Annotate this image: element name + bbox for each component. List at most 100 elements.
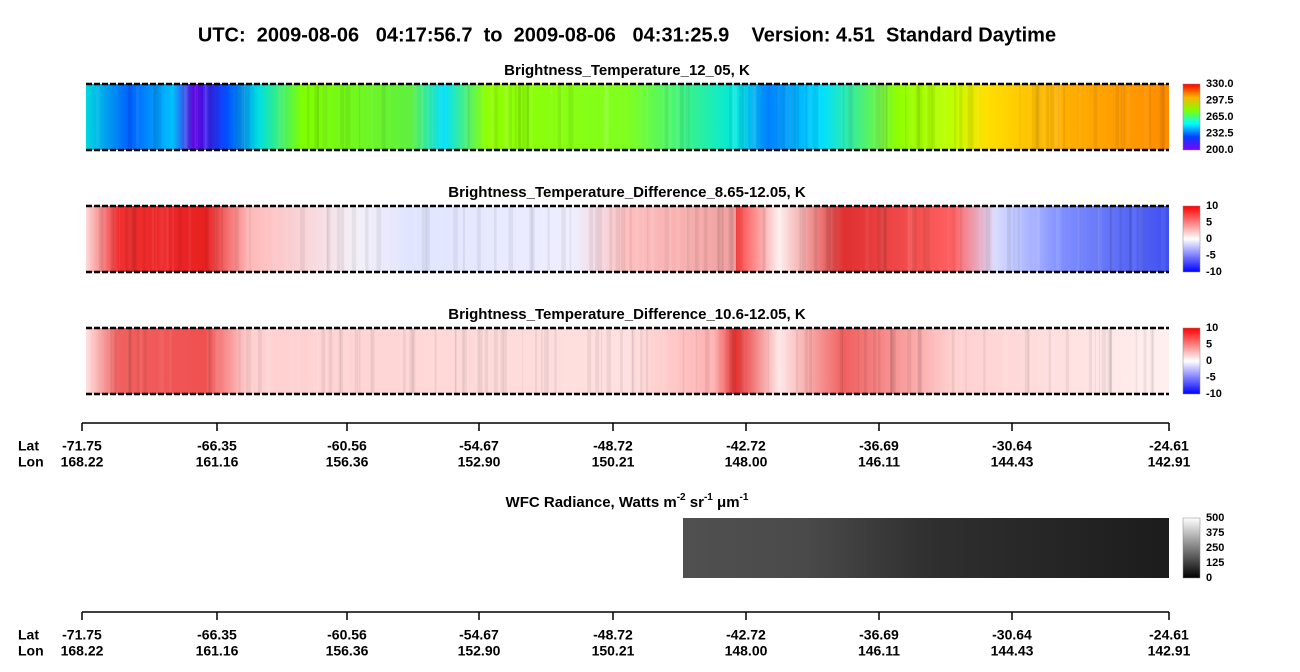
streak	[991, 206, 996, 272]
streak	[521, 84, 526, 150]
streak	[670, 206, 673, 272]
streak	[546, 328, 549, 394]
streak	[809, 328, 812, 394]
streak	[1053, 328, 1058, 394]
streak	[642, 206, 644, 272]
streak	[510, 206, 512, 272]
streak	[629, 206, 633, 272]
streak	[664, 206, 669, 272]
streak	[297, 328, 300, 394]
streak	[1037, 206, 1041, 272]
streak	[128, 328, 132, 394]
streak	[662, 328, 667, 394]
streak	[884, 84, 887, 150]
lat-tick-label: -36.69	[859, 627, 899, 643]
lon-tick-label: 168.22	[61, 643, 104, 659]
streak	[1159, 84, 1165, 150]
streak	[171, 206, 175, 272]
streak	[947, 206, 950, 272]
streak	[733, 84, 737, 150]
streak	[595, 206, 599, 272]
streak	[214, 206, 217, 272]
streak	[970, 84, 974, 150]
streak	[1109, 328, 1113, 394]
streak	[355, 206, 357, 272]
streak	[636, 328, 641, 394]
streak	[365, 206, 369, 272]
streak	[684, 206, 686, 272]
streak	[1046, 84, 1049, 150]
streak	[324, 328, 329, 394]
streak	[877, 206, 883, 272]
streak	[789, 328, 792, 394]
panel-title: Brightness_Temperature_12_05, K	[504, 62, 750, 79]
title-part: -1	[704, 492, 713, 503]
streak	[1150, 328, 1154, 394]
streak	[1056, 84, 1062, 150]
streak	[1093, 84, 1098, 150]
streak	[875, 84, 880, 150]
colorbar-label: 5	[1206, 338, 1212, 350]
colorbar-label: -5	[1206, 249, 1216, 261]
lat-tick-label: -42.72	[726, 627, 766, 643]
streak	[400, 328, 404, 394]
streak	[739, 328, 744, 394]
streak	[514, 84, 517, 150]
wfc-title: WFC Radiance, Watts m-2 sr-1 μm-1	[506, 492, 749, 511]
streak	[620, 328, 624, 394]
streak	[326, 206, 329, 272]
streak	[461, 328, 465, 394]
streak	[327, 206, 331, 272]
streak	[433, 84, 435, 150]
streak	[127, 328, 129, 394]
streak	[620, 206, 624, 272]
streak	[521, 328, 523, 394]
colorbar-label: 0	[1206, 355, 1212, 367]
streak	[918, 328, 922, 394]
streak	[628, 328, 631, 394]
streak	[1085, 84, 1087, 150]
colorbar-label: -10	[1206, 266, 1222, 278]
lat-tick-label: -66.35	[197, 438, 237, 454]
streak	[409, 328, 414, 394]
streak	[518, 84, 522, 150]
streak	[666, 84, 672, 150]
streak	[839, 328, 844, 394]
streak	[673, 328, 678, 394]
streak	[206, 328, 210, 394]
streak	[155, 84, 157, 150]
lon-label: Lon	[18, 643, 44, 659]
streak	[1109, 206, 1112, 272]
lon-tick-label: 152.90	[458, 643, 501, 659]
streak	[924, 84, 928, 150]
streak	[696, 328, 699, 394]
streak	[645, 84, 648, 150]
streak	[1124, 328, 1128, 394]
streak	[483, 328, 487, 394]
streak	[735, 206, 738, 272]
streak	[745, 84, 749, 150]
streak	[184, 84, 189, 150]
streak	[417, 328, 419, 394]
streak	[917, 84, 921, 150]
streak	[277, 84, 283, 150]
streak	[880, 84, 885, 150]
colorbar-label: 125	[1206, 557, 1224, 569]
streak	[687, 84, 690, 150]
streak	[520, 328, 522, 394]
colorbar-label: 250	[1206, 542, 1224, 554]
streak	[685, 84, 689, 150]
streak	[600, 328, 603, 394]
streak	[1031, 84, 1034, 150]
lat-tick-label: -54.67	[459, 438, 499, 454]
streak	[763, 206, 766, 272]
streak	[806, 84, 812, 150]
streak	[493, 328, 498, 394]
streak	[158, 84, 162, 150]
streak	[1006, 206, 1011, 272]
streak	[435, 328, 441, 394]
streak	[209, 84, 215, 150]
streak	[738, 84, 744, 150]
streak	[1161, 84, 1166, 150]
streak	[670, 328, 672, 394]
